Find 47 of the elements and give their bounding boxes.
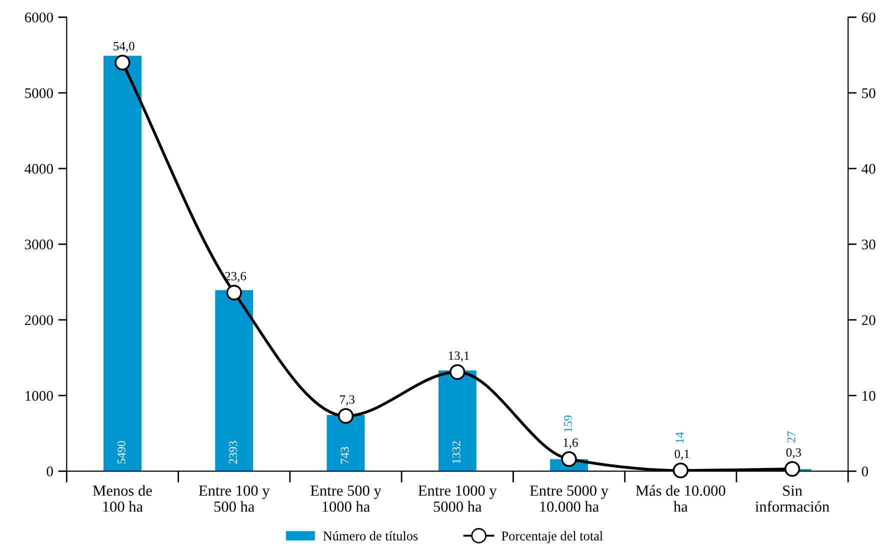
y2-tick-label: 40 (862, 164, 876, 174)
y-tick-label: 4000 (24, 164, 53, 174)
data-label: 5490 (117, 441, 126, 464)
legend-label: Porcentaje del total (502, 531, 603, 544)
data-label: 27 (787, 431, 796, 442)
bar (326, 414, 365, 472)
data-label: 7,3 (340, 395, 354, 406)
y-tick-label: 0 (46, 466, 53, 476)
x-tick-label: Entre 5000 y 10.000 ha (530, 485, 608, 512)
point (784, 461, 800, 477)
point (114, 54, 130, 70)
data-label: 54,0 (114, 42, 134, 52)
legend-label: Número de títulos (323, 531, 418, 540)
y2-tick-label: 60 (862, 12, 876, 22)
x-tick-label: Entre 1000 y 5000 ha (418, 485, 497, 512)
data-label: 1332 (452, 441, 460, 464)
data-label: 1,6 (564, 438, 578, 449)
bar (104, 56, 142, 472)
data-label: 14 (676, 432, 684, 443)
y2-tick-label: 20 (862, 315, 876, 326)
y-tick-label: 6000 (24, 12, 53, 22)
x-tick-label: Entre 500 y 1000 ha (310, 485, 382, 512)
data-label: 743 (340, 447, 349, 464)
y2-tick-label: 50 (862, 88, 876, 98)
x-tick-label: Más de 10.000 ha (636, 485, 726, 512)
point (226, 284, 242, 300)
y2-tick-label: 0 (862, 466, 868, 476)
bar (438, 370, 476, 472)
point (561, 451, 577, 467)
point (338, 408, 354, 424)
y-tick-label: 1000 (26, 390, 53, 401)
data-label: 2393 (229, 441, 238, 464)
x-tick-label: Sin información (755, 486, 830, 512)
y-tick-label: 3000 (25, 240, 53, 250)
point (672, 462, 689, 478)
data-label: 13,1 (448, 351, 469, 362)
data-label: 159 (564, 416, 572, 432)
bar (215, 290, 254, 472)
x-tick-label: Entre 100 y 500 ha (198, 485, 270, 512)
data-label: 0,1 (674, 450, 690, 460)
data-label: 0,3 (786, 448, 802, 458)
x-tick-label: Menos de 100 ha (93, 485, 152, 512)
y2-tick-label: 10 (862, 390, 876, 401)
point (450, 364, 466, 380)
y-tick-label: 2000 (24, 315, 53, 326)
y-tick-label: 5000 (25, 88, 53, 98)
y2-tick-label: 30 (862, 240, 876, 250)
